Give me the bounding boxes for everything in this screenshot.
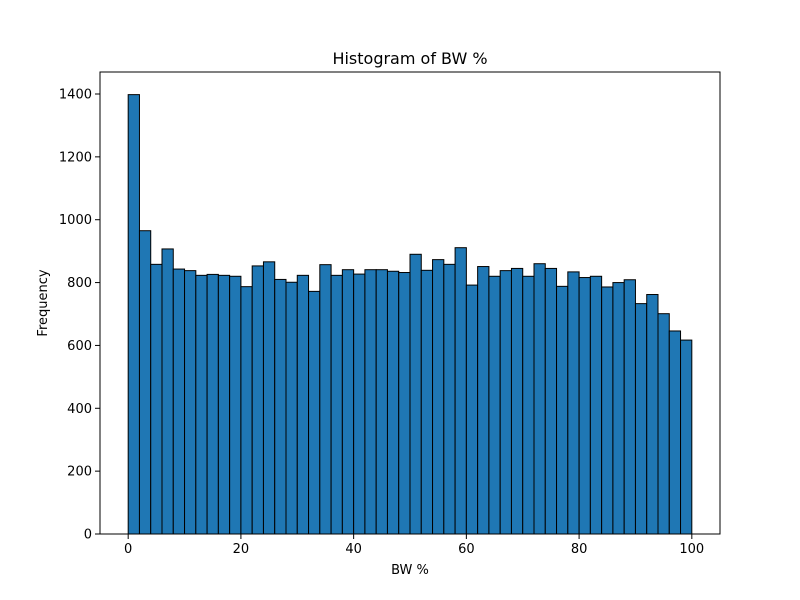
y-tick-label: 400	[67, 402, 92, 417]
y-tick-label: 0	[84, 528, 92, 543]
histogram-bar	[206, 273, 219, 535]
histogram-bar	[364, 269, 377, 535]
y-tick-label: 800	[67, 276, 92, 291]
histogram-bar	[409, 253, 422, 535]
histogram-bar	[668, 330, 682, 535]
histogram-bar	[161, 248, 174, 535]
histogram-bar	[680, 339, 693, 535]
histogram-bar	[330, 274, 343, 535]
histogram-bar	[274, 278, 287, 535]
y-axis: 0 200 400 600 800 1000 1200 1400	[59, 88, 100, 543]
histogram-bar	[172, 268, 186, 535]
histogram-bar	[432, 259, 445, 535]
x-tick-label: 0	[124, 542, 132, 557]
y-axis-label: Frequency	[36, 269, 51, 336]
y-tick-label: 200	[67, 465, 92, 480]
x-axis: 0 20 40 60 80 100	[124, 534, 704, 557]
histogram-bar	[251, 265, 264, 535]
histogram-bar	[375, 269, 388, 535]
histogram-bar	[386, 270, 400, 535]
x-tick-label: 80	[571, 542, 588, 557]
histogram-bar	[443, 263, 456, 535]
histogram-bar	[195, 274, 208, 535]
histogram-bar	[488, 275, 501, 535]
chart-title: Histogram of BW %	[332, 49, 487, 68]
histogram-bar	[657, 313, 670, 535]
plot-frame	[99, 71, 721, 535]
histogram-bar	[127, 94, 140, 535]
histogram-bar	[556, 285, 569, 535]
x-tick-label: 60	[458, 542, 475, 557]
histogram-bar	[420, 269, 434, 535]
histogram-bar	[510, 267, 524, 535]
histogram-bar	[567, 271, 580, 535]
histogram-bar	[296, 274, 310, 535]
histogram-bar	[138, 230, 152, 535]
histogram-bar	[623, 279, 636, 535]
histogram-bar	[544, 267, 558, 535]
x-tick-label: 40	[345, 542, 362, 557]
histogram-bar	[240, 286, 253, 535]
y-tick-label: 600	[67, 339, 92, 354]
histogram-bar	[398, 272, 411, 535]
x-tick-label: 100	[679, 542, 704, 557]
histogram-bar	[612, 282, 625, 535]
histogram-bar	[229, 275, 242, 535]
histogram-bar	[477, 266, 490, 535]
x-axis-label: BW %	[391, 563, 429, 578]
histogram-bar	[465, 284, 479, 535]
histogram-bar	[262, 261, 276, 535]
y-tick-label: 1200	[59, 150, 92, 165]
x-tick-label: 20	[233, 542, 250, 557]
histogram-bar	[285, 281, 298, 535]
histogram-bar	[308, 290, 321, 535]
histogram-bar	[533, 263, 546, 535]
histogram-bar	[150, 263, 163, 535]
histogram-bar	[184, 270, 197, 535]
histogram-bar	[499, 270, 512, 535]
histogram-bar	[217, 274, 231, 535]
histogram-bar	[522, 275, 535, 535]
histogram-bar	[578, 277, 591, 535]
histogram-bar	[601, 286, 614, 535]
histogram-bar	[319, 264, 332, 535]
histogram-bar	[341, 269, 355, 535]
histogram-bar	[646, 294, 659, 535]
histogram-bar	[353, 273, 366, 535]
y-tick-label: 1000	[59, 213, 92, 228]
histogram-bar	[634, 303, 648, 535]
histogram-bar	[589, 275, 603, 535]
y-tick-label: 1400	[59, 88, 92, 103]
histogram-bar	[454, 247, 467, 535]
